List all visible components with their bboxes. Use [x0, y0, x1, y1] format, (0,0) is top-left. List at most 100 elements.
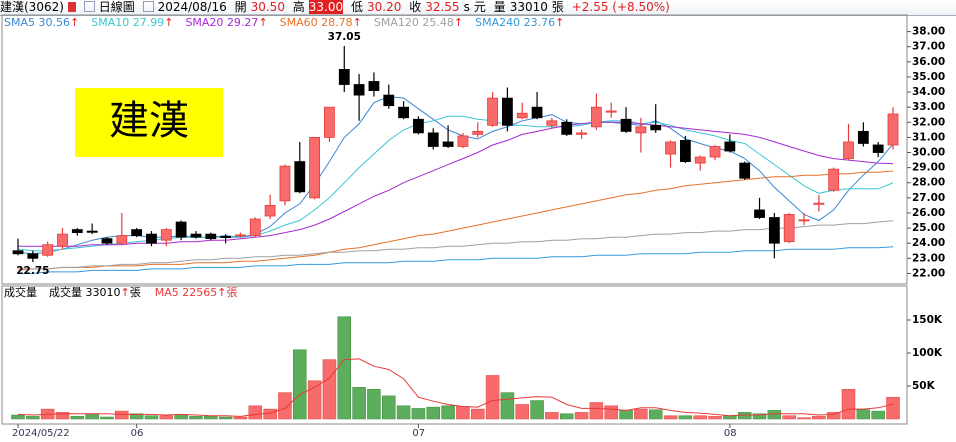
volume-bar [115, 410, 129, 420]
y-tick-label: 35.00 [912, 71, 945, 83]
legend-item: SMA60 28.78↑ [280, 16, 362, 29]
legend-name: SMA60 [279, 16, 318, 29]
volume-panel [1, 285, 908, 425]
candle-body [249, 218, 261, 237]
volume-bar [159, 415, 174, 420]
candle-body [739, 162, 751, 179]
price-legend: SMA5 30.56↑ SMA10 27.99↑ SMA20 29.27↑ SMA60… [4, 16, 576, 30]
icon[interactable] [83, 1, 95, 12]
volume-bar [278, 392, 292, 420]
open: 30.50 [250, 0, 285, 14]
candle-body [709, 146, 721, 158]
candle-body [783, 214, 795, 243]
candle-body [309, 137, 321, 199]
volume-bar [500, 392, 515, 420]
volume-bar [678, 415, 693, 420]
candle-body [294, 161, 306, 193]
date: 2024/08/16 [157, 0, 227, 14]
s: s [463, 0, 470, 14]
candle-body [531, 106, 543, 119]
y-tick-label: 29.00 [912, 162, 945, 174]
price-panel [1, 14, 908, 285]
change: +2.55 (+8.50%) [571, 0, 670, 14]
volume-bar [293, 349, 307, 420]
volume-bar [26, 416, 40, 420]
volume-bar [189, 416, 203, 420]
candle-body [131, 229, 143, 237]
high: 33.00 [308, 0, 344, 14]
volume-bar [634, 408, 648, 420]
volume-bar [144, 415, 159, 420]
ma-line [18, 121, 894, 247]
candle-body [116, 235, 128, 244]
volume-bar [70, 416, 85, 420]
volume-bar [367, 389, 381, 420]
candle-body [12, 250, 24, 255]
volume-bar [812, 416, 826, 420]
volume-bar [530, 400, 544, 420]
volume-legend: 成交量 成交量 33010↑張 MA5 22565↑張 [4, 286, 237, 300]
ma-line [17, 220, 894, 271]
legend-item: SMA20 29.27↑ [185, 16, 267, 29]
legend-name: SMA20 [185, 16, 224, 29]
y-tick-label: 26.00 [912, 207, 945, 219]
candle-body [768, 217, 780, 244]
legend-value: 27.99 [132, 16, 165, 29]
volume-bar [11, 414, 25, 420]
volume-bar [826, 412, 841, 420]
candle-body [353, 84, 365, 96]
candle-body [101, 238, 113, 244]
candle-body [887, 113, 899, 146]
volume-bar [782, 415, 796, 420]
legend-name: SMA5 [4, 16, 35, 29]
low-label: 22.75 [16, 265, 49, 277]
candle-body [857, 130, 869, 144]
y-tick-label: 34.00 [912, 86, 945, 98]
close-label: 收 [409, 0, 422, 14]
candle-body [398, 106, 409, 119]
legend-name: SMA10 [91, 16, 130, 29]
period[interactable]: 日線圖 [98, 0, 135, 14]
volume-bar [767, 410, 782, 420]
volume-bar [589, 402, 604, 420]
y-tick-label: 25.00 [912, 222, 945, 234]
y-tick-label: 28.00 [912, 177, 945, 189]
volume-bar [456, 406, 470, 420]
candle-body [694, 156, 706, 164]
volume-title: 成交量 [4, 286, 37, 299]
volume-bar [129, 413, 144, 420]
legend-value: 28.78 [321, 16, 353, 29]
candle-body [235, 234, 246, 237]
close: 32.55 [425, 0, 460, 14]
volume-bar [411, 408, 426, 420]
y-tick-label: 100K [912, 347, 943, 359]
volume-bar [693, 415, 707, 420]
icon [142, 1, 154, 12]
low: 30.20 [367, 0, 402, 14]
candle-body [843, 141, 854, 159]
legend-name: 成交量 [49, 286, 82, 299]
candle-body [368, 81, 380, 91]
candle-body [146, 233, 157, 244]
legend-value: 22565 [182, 286, 218, 299]
candle-body [383, 94, 395, 107]
candle-body [57, 233, 68, 247]
candle-body [502, 97, 513, 126]
legend-unit: 張 [226, 286, 238, 299]
volume-bar [708, 416, 722, 420]
icon [67, 2, 76, 12]
volume-bar [856, 409, 871, 420]
volume-bar [619, 410, 633, 420]
candle-body [650, 124, 662, 131]
candle-body [413, 118, 424, 134]
candle-body [665, 141, 676, 155]
volume-bar [263, 408, 277, 420]
legend-value: 33010 [85, 286, 121, 299]
volume-bar [797, 417, 811, 420]
y-tick-label: 24.00 [912, 237, 945, 249]
y-tick-label: 32.00 [912, 116, 945, 128]
unit: 元 [473, 0, 486, 14]
candle-body [576, 132, 587, 135]
